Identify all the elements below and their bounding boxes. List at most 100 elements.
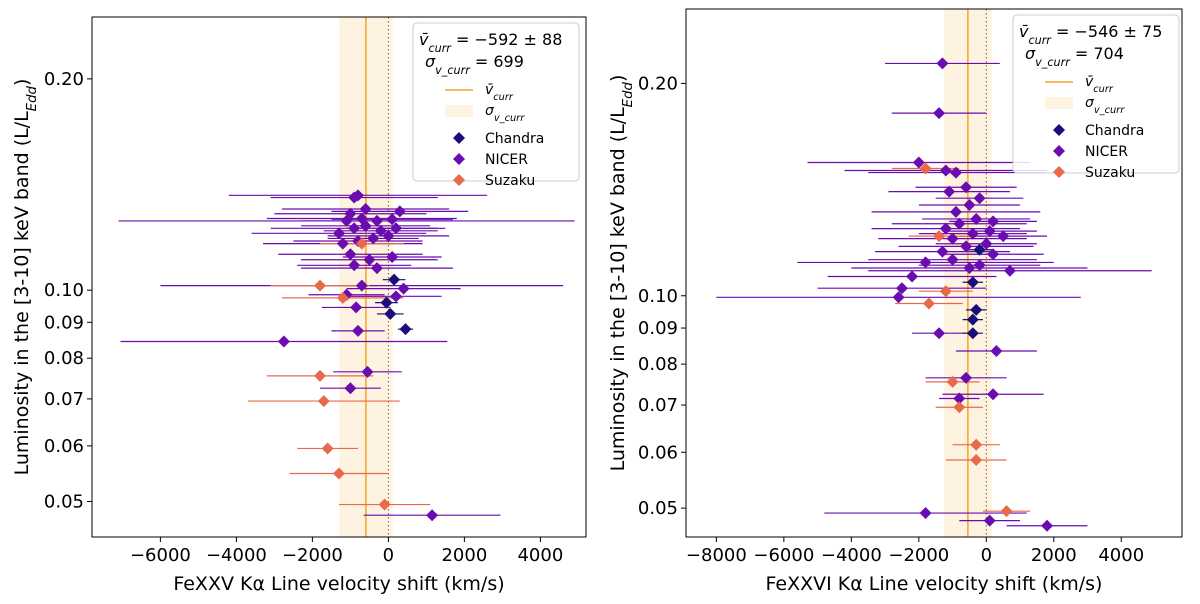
right-nicer-point	[983, 514, 996, 527]
left-nicer-point	[355, 279, 368, 292]
left-nicer-point	[344, 207, 357, 220]
right-suzaku-point	[939, 285, 952, 298]
right-nicer-point	[960, 371, 973, 384]
right-nicer-point	[966, 227, 979, 240]
left-nicer-point	[344, 248, 357, 261]
right-legend-sigma-swatch	[1045, 97, 1073, 109]
left-nicer-point	[393, 205, 406, 218]
right-y-axis-label: Luminosity in the [3-10] keV band (L/LEd…	[607, 75, 636, 472]
right-chandra-point	[966, 327, 979, 340]
left-legend-sigma-swatch	[445, 105, 473, 117]
right-y-tick-label: 0.05	[638, 498, 678, 519]
left-y-tick-label: 0.20	[44, 69, 84, 90]
right-chandra-point	[973, 243, 986, 256]
left-chart: −6000 −4000 −2000 0 2000 4000 0.050.060.070.0…	[11, 16, 587, 595]
left-suzaku-point	[355, 237, 368, 250]
right-nicer-point	[919, 256, 932, 269]
left-nicer-point	[390, 222, 402, 235]
right-y-tick-label: 0.20	[638, 73, 678, 94]
right-x-tick-label: −4000	[821, 545, 882, 566]
right-nicer-point	[946, 253, 959, 266]
right-legend-suzaku-marker	[1053, 166, 1065, 178]
left-nicer-point	[386, 213, 399, 226]
left-nicer-point	[348, 259, 361, 272]
right-y-ticks: 0.05 0.06 0.07 0.08 0.09 0.10 0.20	[638, 73, 686, 519]
left-y-tick-label: 0.07	[44, 389, 84, 410]
left-y-ticks: 0.05 0.06 0.07 0.08 0.09 0.10 0.20	[44, 69, 92, 512]
left-suzaku-point	[336, 291, 349, 304]
right-legend-suzaku-label: Suzaku	[1085, 165, 1135, 181]
right-x-tick-label: −6000	[753, 545, 814, 566]
left-suzaku-point	[314, 369, 326, 382]
left-nicer-point	[371, 214, 383, 227]
left-x-tick-label: 0	[383, 545, 394, 566]
left-y-tick-label: 0.05	[44, 491, 84, 512]
right-nicer-point	[987, 388, 1000, 401]
right-chandra-point	[966, 276, 979, 289]
left-chandra-point	[384, 307, 397, 320]
right-nicer-point	[973, 192, 986, 205]
left-legend-sigma-stat: σv_curr = 699	[425, 52, 524, 77]
left-x-tick-label: 4000	[517, 545, 563, 566]
right-nicer-point	[953, 217, 966, 230]
left-nicer-point	[390, 290, 402, 303]
right-suzaku-point	[970, 438, 983, 451]
left-suzaku-point	[314, 279, 326, 292]
left-nicer-point	[333, 227, 345, 240]
right-nicer-point	[990, 345, 1003, 358]
right-nicer-point	[970, 212, 983, 225]
right-nicer-point	[960, 240, 973, 253]
right-x-tick-label: −8000	[686, 545, 747, 566]
right-nicer-point	[987, 215, 1000, 228]
right-nicer-point	[892, 291, 905, 304]
left-nicer-point	[386, 250, 399, 263]
left-x-axis-label: FeXXV Kα Line velocity shift (km/s)	[173, 573, 504, 595]
left-chandra-point	[399, 323, 412, 336]
right-nicer-point	[987, 248, 1000, 261]
right-nicer-point	[906, 270, 919, 283]
left-suzaku-point	[378, 498, 391, 511]
right-nicer-point	[939, 222, 952, 235]
right-nicer-point	[963, 261, 976, 274]
right-nicer-point	[980, 237, 993, 250]
right-nicer-point	[936, 245, 949, 258]
left-nicer-point	[348, 222, 361, 235]
right-nicer-point	[973, 259, 986, 272]
left-legend-nicer-marker	[453, 153, 465, 165]
right-x-tick-label: 0	[981, 545, 992, 566]
left-plot-area	[118, 17, 575, 537]
left-nicer-point	[367, 232, 380, 245]
right-legend-box	[1012, 14, 1180, 174]
left-y-tick-label: 0.08	[44, 348, 84, 369]
right-nicer-point	[939, 164, 952, 177]
right-legend-nicer-label: NICER	[1085, 144, 1128, 160]
left-legend-mean-stat: v̄curr = −592 ± 88	[419, 30, 562, 55]
right-nicer-point	[933, 327, 946, 340]
right-nicer-point	[963, 198, 976, 211]
left-nicer-point	[277, 335, 290, 348]
left-nicer-point	[352, 324, 364, 337]
right-suzaku-point	[922, 297, 935, 310]
right-nicer-point	[936, 57, 949, 70]
right-nicer-point	[953, 392, 966, 405]
right-legend-chandra-label: Chandra	[1085, 123, 1144, 139]
right-nicer-point	[943, 185, 956, 198]
left-suzaku-point	[321, 442, 334, 455]
right-suzaku-point	[933, 230, 946, 243]
right-nicer-point	[949, 166, 962, 179]
right-suzaku-point	[953, 401, 966, 414]
right-chart: −8000 −6000 −4000 −2000 0 2000 4000 0.050.060.…	[607, 8, 1183, 595]
right-legend-mean-label: v̄curr	[1085, 74, 1114, 95]
right-y-tick-label: 0.07	[638, 395, 678, 416]
left-x-ticks: −6000 −4000 −2000 0 2000 4000	[130, 537, 563, 566]
right-x-tick-label: 2000	[1031, 545, 1077, 566]
right-plot-area	[716, 9, 1152, 537]
right-nicer-point	[895, 282, 908, 295]
left-nicer-point	[355, 212, 368, 225]
left-nicer-point	[382, 229, 395, 242]
right-nicer-point	[983, 225, 996, 238]
left-suzaku-point	[317, 395, 330, 408]
left-y-tick-label: 0.06	[44, 436, 84, 457]
